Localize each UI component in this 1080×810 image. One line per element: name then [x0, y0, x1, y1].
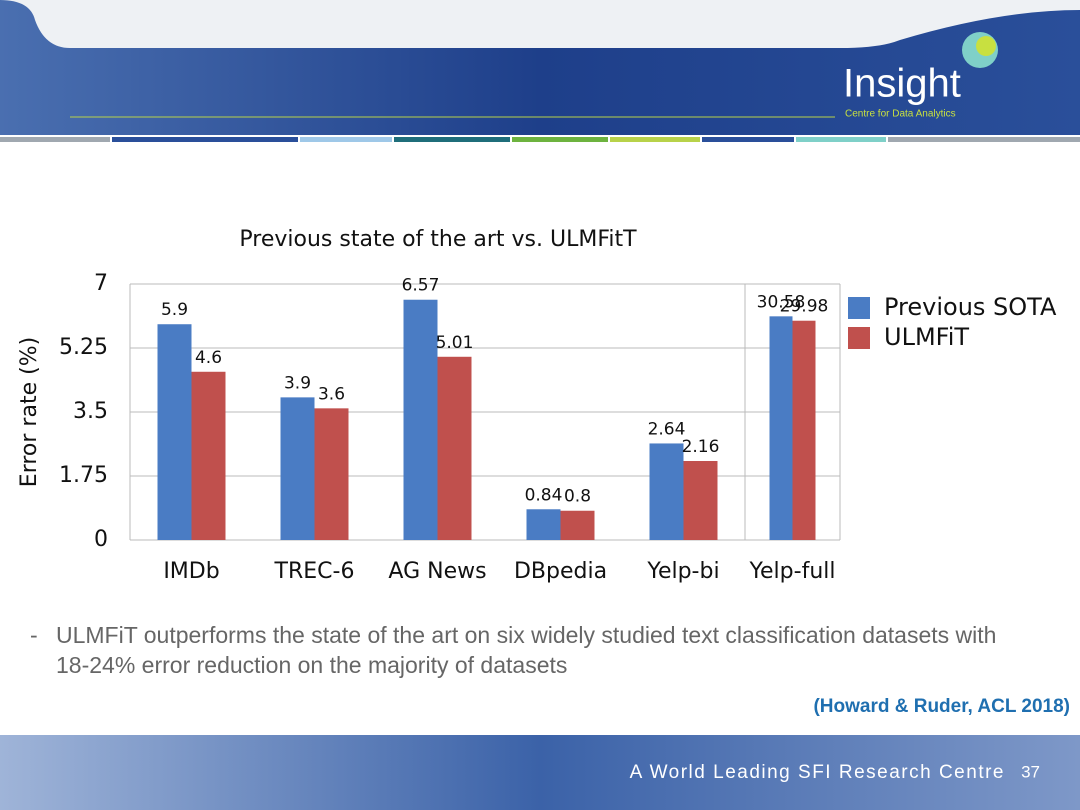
- citation: (Howard & Ruder, ACL 2018): [813, 696, 1070, 717]
- y-tick-label: 1.75: [59, 463, 108, 488]
- legend-label: ULMFiT: [884, 323, 969, 351]
- stripe: [512, 137, 608, 142]
- stripe: [394, 137, 510, 142]
- chart-title: Previous state of the art vs. ULMFitT: [239, 227, 637, 252]
- y-tick-label: 5.25: [59, 335, 108, 360]
- value-label: 29.98: [780, 297, 829, 317]
- y-tick-label: 3.5: [73, 399, 108, 424]
- value-label: 5.9: [161, 300, 188, 320]
- bar: [280, 397, 315, 540]
- bar: [437, 356, 472, 540]
- bar: [526, 509, 561, 540]
- bar: [157, 324, 192, 540]
- bar: [792, 320, 816, 540]
- stripe: [610, 137, 700, 142]
- legend-swatch: [848, 297, 870, 319]
- bar: [314, 408, 349, 540]
- bar: [769, 316, 793, 540]
- value-label: 0.84: [525, 485, 563, 505]
- footer-band: [0, 735, 1080, 810]
- bullet-text: ULMFiT outperforms the state of the art …: [56, 622, 997, 678]
- y-tick-label: 0: [94, 527, 108, 552]
- bar: [403, 299, 438, 540]
- logo-title: Insight: [843, 62, 961, 106]
- value-label: 6.57: [402, 276, 440, 296]
- bar: [683, 461, 718, 540]
- stripe: [0, 137, 110, 142]
- value-label: 5.01: [436, 333, 474, 353]
- x-tick-label: Yelp-bi: [646, 559, 719, 584]
- x-tick-label: TREC-6: [274, 559, 355, 584]
- x-tick-label: Yelp-full: [749, 559, 836, 584]
- value-label: 0.8: [564, 487, 591, 507]
- legend-swatch: [848, 327, 870, 349]
- stripes: [0, 137, 1080, 142]
- footer-tagline: A World Leading SFI Research Centre: [630, 762, 1005, 783]
- stripe: [112, 137, 298, 142]
- bar: [649, 443, 684, 540]
- y-tick-label: 7: [94, 271, 108, 296]
- page-number: 37: [1021, 762, 1040, 781]
- bullet: - ULMFiT outperforms the state of the art…: [30, 620, 1010, 680]
- stripe: [702, 137, 794, 142]
- value-label: 2.16: [682, 437, 720, 457]
- bar: [560, 510, 595, 540]
- value-label: 4.6: [195, 348, 222, 368]
- stripe: [796, 137, 886, 142]
- bar: [191, 371, 226, 540]
- x-tick-label: AG News: [388, 559, 486, 584]
- x-tick-label: IMDb: [163, 559, 219, 584]
- value-label: 2.64: [648, 419, 686, 439]
- logo-subtitle: Centre for Data Analytics: [845, 109, 956, 120]
- legend-label: Previous SOTA: [884, 293, 1057, 321]
- logo-dot: [976, 36, 996, 56]
- header-wave: [0, 0, 1080, 48]
- stripe: [888, 137, 1080, 142]
- value-label: 30.58: [757, 292, 806, 312]
- stripe: [300, 137, 392, 142]
- value-label: 3.9: [284, 373, 311, 393]
- y-axis-label: Error rate (%): [17, 337, 42, 487]
- x-tick-label: DBpedia: [514, 559, 607, 584]
- value-label: 3.6: [318, 384, 345, 404]
- bullet-marker: -: [30, 622, 38, 648]
